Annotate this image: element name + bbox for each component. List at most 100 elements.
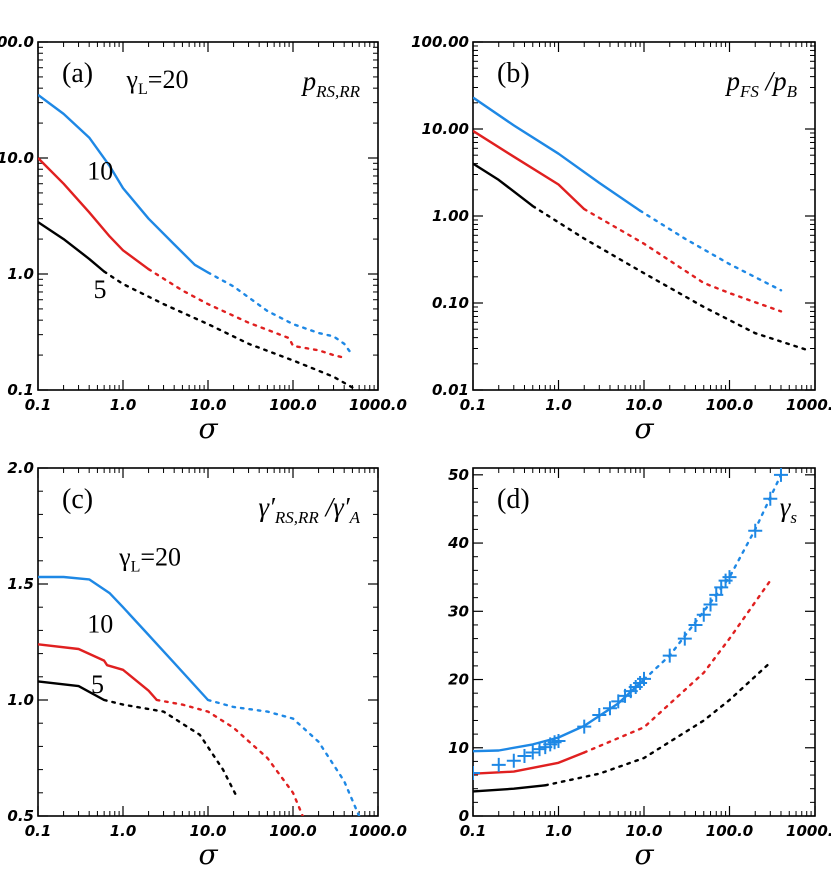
x-tick-label: 100.0 xyxy=(706,822,753,840)
x-tick-label: 10.0 xyxy=(189,396,226,414)
series-blue-dotted xyxy=(642,473,783,681)
x-tick-label: 100.0 xyxy=(706,396,753,414)
plus-marker xyxy=(577,719,592,734)
y-tick-label: 1.0 xyxy=(7,265,34,283)
y-tick-label: 20 xyxy=(448,671,469,689)
series-black-solid xyxy=(38,221,105,273)
plus-marker xyxy=(677,631,692,646)
series-black-dotted xyxy=(531,204,808,351)
series-red-solid xyxy=(473,129,586,210)
series-red-dotted xyxy=(147,268,346,359)
y-tick-label: 50 xyxy=(448,466,469,484)
series-red-dotted xyxy=(155,698,304,816)
panel-label: (d) xyxy=(497,484,530,515)
panel-label: (a) xyxy=(62,58,93,89)
y-tick-label: 100.0 xyxy=(0,33,34,51)
curve-annotation: 10 xyxy=(87,610,113,639)
plus-marker xyxy=(517,748,532,763)
plus-marker xyxy=(602,701,617,716)
x-tick-label: 0.1 xyxy=(25,396,52,414)
series-blue-solid xyxy=(38,93,209,274)
series-black-dotted xyxy=(102,270,354,389)
plus-marker xyxy=(722,570,737,585)
curve-annotation: 5 xyxy=(91,670,104,699)
plus-marker xyxy=(773,468,788,482)
plus-marker xyxy=(703,597,718,612)
x-tick-label: 1000.0 xyxy=(349,396,407,414)
y-tick-label: 0.1 xyxy=(7,381,34,399)
y-tick-label: 30 xyxy=(448,602,469,620)
series-blue-solid xyxy=(38,575,209,701)
series-blue-dotted xyxy=(638,209,783,292)
y-tick-label: 0.5 xyxy=(7,807,34,825)
y-tick-label: 0 xyxy=(459,807,469,825)
plus-marker xyxy=(748,523,763,538)
series-black-solid xyxy=(38,680,105,702)
plus-marker xyxy=(532,742,547,757)
quantity-label: γ′RS,RR /γ′A xyxy=(258,492,360,527)
series-blue-dotted xyxy=(206,271,354,357)
plus-marker xyxy=(551,733,566,748)
y-tick-label: 1.00 xyxy=(432,207,469,225)
series-blue-solid xyxy=(473,96,641,212)
x-tick-label: 1.0 xyxy=(545,822,572,840)
series-red-solid xyxy=(38,157,150,271)
plus-marker xyxy=(688,617,703,632)
x-tick-label: 1000.0 xyxy=(786,822,831,840)
plus-marker xyxy=(763,491,778,506)
curve-annotation: 10 xyxy=(87,157,113,186)
series-red-dotted xyxy=(583,579,772,754)
plot-frame xyxy=(472,467,816,817)
series-red-solid xyxy=(473,751,585,775)
x-tick-label: 100.0 xyxy=(269,822,316,840)
curve-annotation: γL=20 xyxy=(126,65,189,98)
x-axis-label: σ xyxy=(634,838,654,871)
plus-marker xyxy=(662,648,677,663)
y-tick-label: 2.0 xyxy=(7,459,34,477)
x-tick-label: 1.0 xyxy=(545,396,572,414)
series-black-dotted xyxy=(544,661,772,787)
series-black-dotted xyxy=(102,698,239,799)
curve-annotation: 5 xyxy=(94,275,107,304)
plus-marker xyxy=(491,757,506,772)
panel-label: (c) xyxy=(62,484,93,515)
plus-marker xyxy=(473,766,480,781)
y-tick-label: 10.00 xyxy=(422,120,469,138)
x-axis-label: σ xyxy=(198,412,218,445)
quantity-label: pRS,RR xyxy=(301,66,361,101)
panel-label: (b) xyxy=(497,58,530,89)
x-tick-label: 1.0 xyxy=(110,822,137,840)
quantity-label: pFS /pB xyxy=(724,66,797,101)
y-tick-label: 10.0 xyxy=(0,149,34,167)
quantity-label: γs xyxy=(780,492,798,527)
x-tick-label: 100.0 xyxy=(269,396,316,414)
series-red-dotted xyxy=(583,207,783,313)
marker-series xyxy=(473,468,788,781)
y-tick-label: 0.10 xyxy=(432,294,469,312)
plus-marker xyxy=(696,607,711,622)
series-black-solid xyxy=(473,162,534,208)
y-tick-label: 0.01 xyxy=(432,381,469,399)
plus-marker xyxy=(506,753,521,768)
series-black-solid xyxy=(473,784,546,793)
x-tick-label: 0.1 xyxy=(460,822,487,840)
x-tick-label: 10.0 xyxy=(625,822,662,840)
panel-a: 0.1 1.0 10.0 100.0 1000.0 0.1 1.0 10.0 100.0 σ (a)… xyxy=(0,33,407,445)
y-tick-label: 10 xyxy=(448,739,469,757)
y-tick-label: 1.5 xyxy=(7,575,34,593)
x-axis-label: σ xyxy=(198,838,218,871)
x-tick-label: 1000.0 xyxy=(786,396,831,414)
panel-d: 0.1 1.0 10.0 100.0 1000.0 0 10 20 30 40 50 σ (d) γs xyxy=(447,466,831,871)
x-tick-label: 10.0 xyxy=(625,396,662,414)
series-blue-dotted xyxy=(206,698,361,816)
plus-marker xyxy=(709,587,724,602)
plus-marker xyxy=(592,708,607,723)
x-tick-label: 1.0 xyxy=(110,396,137,414)
plus-marker xyxy=(525,745,540,760)
y-tick-label: 100.00 xyxy=(411,33,469,51)
panel-c: 0.1 1.0 10.0 100.0 1000.0 0.5 1.0 1.5 2.0 σ (c) γ′R… xyxy=(7,459,407,871)
curve-annotation: γL=20 xyxy=(118,542,181,575)
plus-marker xyxy=(637,671,651,686)
x-tick-label: 0.1 xyxy=(460,396,487,414)
